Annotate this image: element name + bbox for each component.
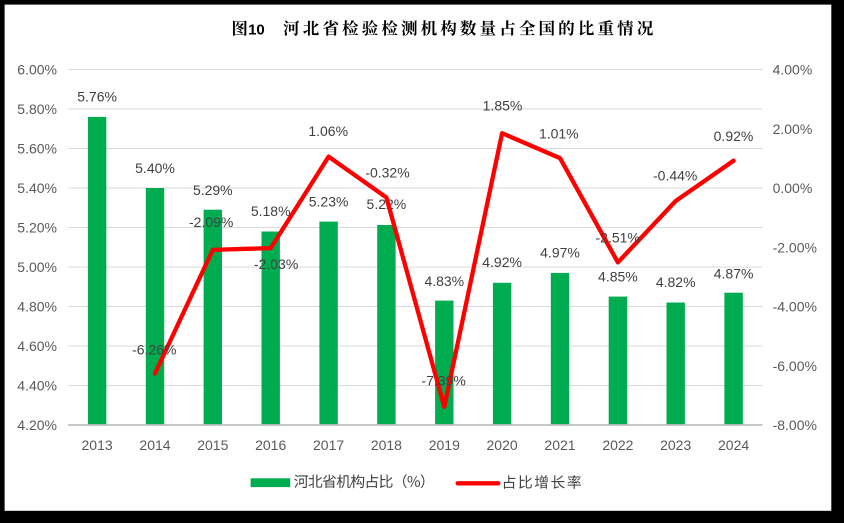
svg-text:6.00%: 6.00%: [17, 62, 57, 78]
svg-text:2021: 2021: [544, 437, 575, 453]
svg-text:2015: 2015: [197, 437, 228, 453]
svg-text:-0.32%: -0.32%: [365, 164, 409, 180]
svg-text:1.85%: 1.85%: [483, 98, 523, 114]
svg-text:-2.00%: -2.00%: [773, 239, 817, 255]
svg-text:10: 10: [248, 22, 265, 39]
svg-text:-6.26%: -6.26%: [132, 341, 176, 357]
svg-text:5.29%: 5.29%: [193, 182, 233, 198]
svg-text:4.80%: 4.80%: [17, 299, 57, 315]
svg-text:5.20%: 5.20%: [17, 220, 57, 236]
svg-text:2016: 2016: [255, 437, 286, 453]
svg-text:2019: 2019: [429, 437, 460, 453]
svg-text:-0.44%: -0.44%: [653, 167, 697, 183]
svg-text:4.20%: 4.20%: [17, 417, 57, 433]
svg-text:4.40%: 4.40%: [17, 378, 57, 394]
svg-text:-4.00%: -4.00%: [773, 299, 817, 315]
svg-text:2017: 2017: [313, 437, 344, 453]
svg-text:2013: 2013: [82, 437, 113, 453]
svg-text:-8.00%: -8.00%: [773, 417, 817, 433]
svg-text:1.06%: 1.06%: [308, 123, 348, 139]
svg-text:4.83%: 4.83%: [424, 273, 464, 289]
svg-text:4.85%: 4.85%: [598, 268, 638, 284]
svg-text:5.40%: 5.40%: [17, 180, 57, 196]
svg-text:0.00%: 0.00%: [773, 180, 813, 196]
svg-text:2023: 2023: [660, 437, 691, 453]
svg-text:-2.09%: -2.09%: [189, 214, 233, 230]
svg-text:1.01%: 1.01%: [539, 125, 579, 141]
svg-text:2.00%: 2.00%: [773, 121, 813, 137]
svg-text:5.18%: 5.18%: [251, 203, 291, 219]
svg-text:2014: 2014: [139, 437, 170, 453]
svg-text:-2.03%: -2.03%: [254, 256, 298, 272]
svg-text:5.00%: 5.00%: [17, 259, 57, 275]
svg-text:2022: 2022: [602, 437, 633, 453]
svg-text:5.40%: 5.40%: [135, 160, 175, 176]
svg-text:-6.00%: -6.00%: [773, 358, 817, 374]
svg-text:4.82%: 4.82%: [656, 274, 696, 290]
svg-text:4.87%: 4.87%: [714, 266, 754, 282]
svg-text:0.92%: 0.92%: [714, 128, 754, 144]
svg-text:5.76%: 5.76%: [77, 89, 117, 105]
svg-text:2018: 2018: [371, 437, 402, 453]
svg-text:5.80%: 5.80%: [17, 101, 57, 117]
svg-text:4.97%: 4.97%: [540, 245, 580, 261]
svg-text:2024: 2024: [718, 437, 749, 453]
svg-text:5.60%: 5.60%: [17, 141, 57, 157]
svg-text:4.00%: 4.00%: [773, 62, 813, 78]
svg-text:2020: 2020: [487, 437, 518, 453]
svg-text:4.60%: 4.60%: [17, 338, 57, 354]
svg-text:-7.39%: -7.39%: [421, 373, 465, 389]
svg-text:-2.51%: -2.51%: [596, 229, 640, 245]
svg-text:5.23%: 5.23%: [309, 193, 349, 209]
svg-text:4.92%: 4.92%: [482, 254, 522, 270]
